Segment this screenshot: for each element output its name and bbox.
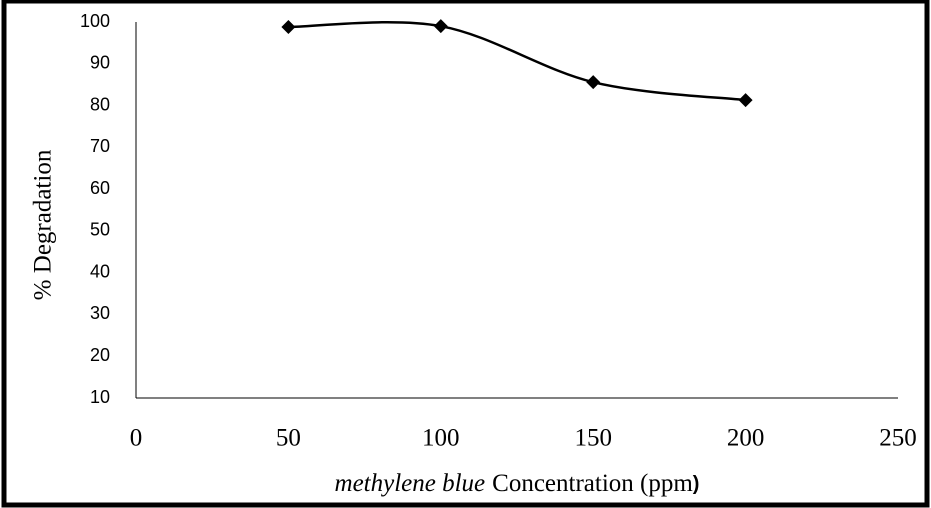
y-tick-label: 50 bbox=[90, 220, 110, 240]
x-tick-label: 150 bbox=[574, 425, 612, 452]
y-tick-label: 100 bbox=[80, 11, 110, 31]
x-axis-label-italic: methylene blue bbox=[335, 470, 486, 497]
data-point bbox=[586, 75, 601, 90]
x-axis-label-main: Concentration (ppm bbox=[492, 470, 693, 497]
data-point bbox=[738, 93, 753, 108]
x-tick-label: 50 bbox=[276, 425, 301, 452]
data-point bbox=[281, 20, 296, 35]
x-axis-label: methylene blue Concentration (ppm) bbox=[335, 470, 700, 497]
x-axis-label-end: ) bbox=[693, 473, 700, 495]
y-tick-label: 60 bbox=[90, 178, 110, 198]
y-tick-label: 80 bbox=[90, 94, 110, 114]
x-tick-label: 100 bbox=[422, 425, 460, 452]
series-line bbox=[288, 21, 746, 102]
y-tick-label: 10 bbox=[90, 387, 110, 407]
data-point bbox=[433, 19, 448, 34]
y-tick-label: 30 bbox=[90, 303, 110, 323]
y-tick-label: 20 bbox=[90, 345, 110, 365]
y-tick-label: 70 bbox=[90, 136, 110, 156]
y-tick-label: 40 bbox=[90, 261, 110, 281]
x-tick-label: 250 bbox=[879, 425, 917, 452]
y-tick-label: 90 bbox=[90, 53, 110, 73]
y-axis-label: % Degradation bbox=[30, 149, 57, 300]
x-tick-label: 200 bbox=[727, 425, 765, 452]
x-tick-label: 0 bbox=[130, 425, 143, 452]
